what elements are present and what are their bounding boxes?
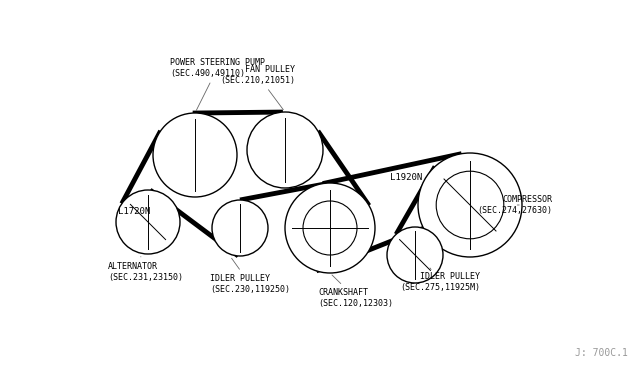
- Circle shape: [212, 200, 268, 256]
- Text: FAN PULLEY
(SEC.210,21051): FAN PULLEY (SEC.210,21051): [220, 65, 295, 110]
- Circle shape: [285, 183, 375, 273]
- Circle shape: [418, 153, 522, 257]
- Circle shape: [153, 113, 237, 197]
- Circle shape: [116, 190, 180, 254]
- Circle shape: [387, 227, 443, 283]
- Text: IDLER PULLEY
(SEC.230,119250): IDLER PULLEY (SEC.230,119250): [210, 258, 290, 294]
- Text: ALTERNATOR
(SEC.231,23150): ALTERNATOR (SEC.231,23150): [108, 257, 183, 282]
- Text: L1920N: L1920N: [390, 173, 422, 183]
- Text: J: 700C.1: J: 700C.1: [575, 348, 628, 358]
- Circle shape: [247, 112, 323, 188]
- Text: COMPRESSOR
(SEC.274,27630): COMPRESSOR (SEC.274,27630): [477, 195, 552, 215]
- Text: IDLER PULLEY
(SEC.275,11925M): IDLER PULLEY (SEC.275,11925M): [400, 268, 480, 292]
- Text: POWER STEERING PUMP
(SEC.490,49110): POWER STEERING PUMP (SEC.490,49110): [170, 58, 265, 110]
- Text: L1720N: L1720N: [118, 208, 150, 217]
- Text: CRANKSHAFT
(SEC.120,12303): CRANKSHAFT (SEC.120,12303): [318, 275, 393, 308]
